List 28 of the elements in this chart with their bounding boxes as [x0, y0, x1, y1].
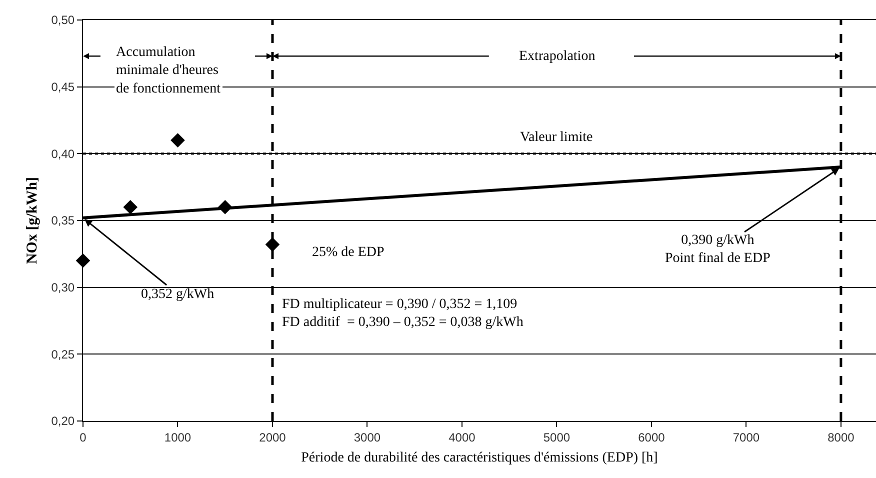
annotation: FD multiplicateur = 0,390 / 0,352 = 1,109 FD additif = 0,390 – 0,352 = 0,038 g/kWh [282, 297, 524, 330]
x-tick-label: 0 [80, 430, 87, 444]
y-tick-label: 0,40 [51, 146, 75, 161]
x-tick-label: 4000 [448, 430, 476, 444]
annotation: Extrapolation [519, 49, 596, 64]
ref-line-label: Valeur limite [520, 130, 593, 145]
y-tick-label: 0,25 [51, 347, 75, 362]
x-tick-label: 8000 [828, 430, 855, 444]
x-tick-label: 2000 [259, 430, 286, 444]
x-tick-label: 5000 [543, 430, 570, 444]
x-tick-label: 7000 [732, 430, 760, 444]
y-tick-label: 0,45 [51, 80, 75, 94]
x-axis-title: Période de durabilité des caractéristiques d'émissions (EDP) [h] [301, 450, 658, 466]
annotation: Accumulation minimale d'heures de fonctionnement [116, 45, 221, 96]
point [123, 200, 138, 214]
x-tick-label: 6000 [638, 430, 666, 444]
annotation: 0,352 g/kWh [141, 287, 214, 302]
point [265, 237, 280, 252]
y-tick-label: 0,30 [51, 280, 75, 295]
y-tick-label: 0,35 [51, 214, 75, 228]
x-tick-label: 1000 [164, 430, 192, 444]
x-tick-label: 3000 [354, 430, 381, 444]
y-axis-title: NOx [g/kWh] [24, 176, 40, 264]
y-tick-label: 0,50 [51, 13, 75, 28]
annotation: 0,390 g/kWh Point final de EDP [665, 233, 771, 266]
ref-line-label: 25% de EDP [312, 245, 385, 260]
y-tick-label: 0,20 [51, 414, 75, 428]
point [170, 133, 185, 148]
